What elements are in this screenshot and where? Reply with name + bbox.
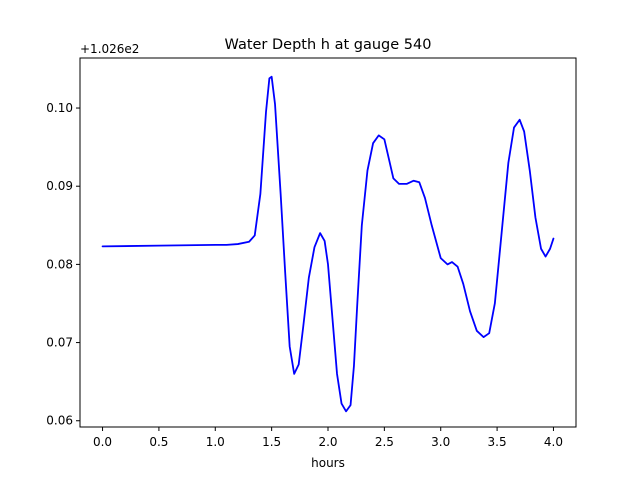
y-tick-label: 0.10 — [46, 101, 73, 115]
x-tick-label: 2.5 — [375, 435, 394, 449]
x-tick-label: 3.5 — [488, 435, 507, 449]
y-tick-label: 0.07 — [46, 336, 73, 350]
x-axis-label: hours — [311, 456, 345, 470]
x-tick-label: 3.0 — [431, 435, 450, 449]
x-tick-label: 1.0 — [206, 435, 225, 449]
chart-title: Water Depth h at gauge 540 — [225, 37, 432, 53]
x-tick-label: 1.5 — [262, 435, 281, 449]
series-line-0 — [101, 75, 555, 413]
y-tick-label: 0.06 — [46, 414, 73, 428]
plot-area: 0.0 0.5 1.0 1.5 2.0 2.5 3.0 3.5 4.0 0.06 0.07 0.08 0… — [46, 57, 577, 449]
x-tick-label: 0.5 — [149, 435, 168, 449]
x-tick-label: 4.0 — [544, 435, 563, 449]
y-tick-label: 0.08 — [46, 257, 73, 271]
y-offset-label: +1.026e2 — [80, 42, 139, 56]
x-tick-label: 2.0 — [318, 435, 337, 449]
y-tick-label: 0.09 — [46, 179, 73, 193]
x-tick-label: 0.0 — [93, 435, 112, 449]
